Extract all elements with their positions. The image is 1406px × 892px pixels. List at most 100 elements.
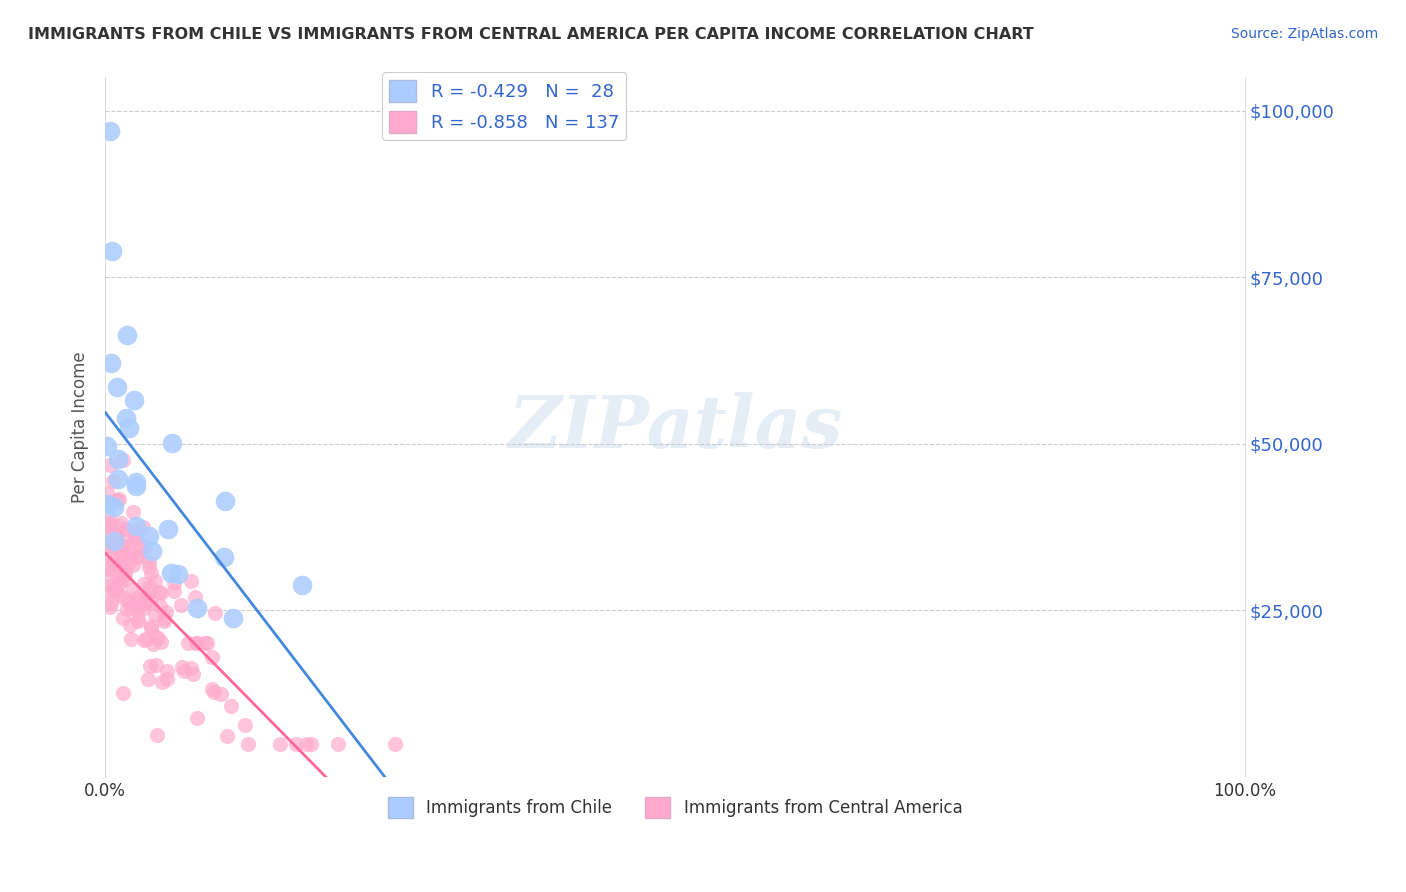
Point — [125, 603, 148, 617]
Point — [97, 516, 120, 531]
Point — [157, 522, 180, 536]
Text: Source: ZipAtlas.com: Source: ZipAtlas.com — [1230, 27, 1378, 41]
Point — [236, 737, 259, 751]
Point — [96, 526, 118, 541]
Point — [153, 611, 176, 625]
Point — [112, 591, 135, 606]
Point — [139, 566, 162, 581]
Point — [107, 472, 129, 486]
Point — [101, 578, 124, 592]
Point — [98, 124, 121, 138]
Point — [219, 699, 242, 714]
Point — [125, 532, 148, 546]
Point — [136, 587, 159, 601]
Point — [117, 539, 139, 553]
Point — [384, 737, 406, 751]
Point — [111, 567, 134, 582]
Point — [129, 541, 152, 556]
Point — [135, 632, 157, 647]
Point — [180, 574, 202, 588]
Point — [108, 576, 131, 591]
Point — [139, 658, 162, 673]
Point — [134, 593, 156, 607]
Legend: Immigrants from Chile, Immigrants from Central America: Immigrants from Chile, Immigrants from C… — [381, 791, 969, 824]
Point — [105, 492, 128, 507]
Point — [117, 602, 139, 616]
Point — [180, 661, 202, 675]
Point — [96, 497, 118, 511]
Point — [326, 737, 349, 751]
Point — [111, 539, 134, 553]
Point — [110, 516, 132, 530]
Point — [195, 636, 218, 650]
Point — [148, 585, 170, 599]
Point — [107, 518, 129, 533]
Point — [125, 596, 148, 610]
Point — [132, 520, 155, 534]
Point — [98, 516, 121, 531]
Point — [120, 632, 142, 646]
Point — [104, 582, 127, 597]
Point — [170, 660, 193, 674]
Point — [186, 600, 208, 615]
Point — [118, 544, 141, 558]
Point — [162, 435, 184, 450]
Point — [134, 539, 156, 553]
Point — [145, 630, 167, 644]
Point — [146, 728, 169, 742]
Point — [122, 558, 145, 572]
Point — [114, 563, 136, 577]
Point — [96, 439, 118, 453]
Point — [150, 675, 173, 690]
Point — [100, 356, 122, 370]
Point — [141, 543, 163, 558]
Point — [138, 529, 160, 543]
Point — [110, 549, 132, 564]
Point — [149, 599, 172, 614]
Point — [139, 594, 162, 608]
Point — [186, 636, 208, 650]
Point — [131, 598, 153, 612]
Point — [107, 451, 129, 466]
Point — [96, 586, 118, 600]
Point — [143, 574, 166, 589]
Point — [124, 530, 146, 544]
Point — [152, 614, 174, 628]
Point — [115, 327, 138, 342]
Point — [125, 523, 148, 537]
Point — [127, 549, 149, 564]
Point — [118, 420, 141, 434]
Point — [149, 586, 172, 600]
Point — [295, 737, 318, 751]
Point — [107, 571, 129, 585]
Point — [299, 737, 322, 751]
Point — [105, 531, 128, 545]
Point — [127, 549, 149, 563]
Point — [132, 633, 155, 648]
Point — [125, 478, 148, 492]
Point — [105, 379, 128, 393]
Point — [103, 500, 125, 515]
Point — [104, 529, 127, 543]
Point — [96, 559, 118, 574]
Point — [112, 686, 135, 700]
Point — [134, 594, 156, 608]
Point — [204, 606, 226, 620]
Point — [104, 556, 127, 570]
Point — [155, 605, 177, 619]
Point — [105, 535, 128, 549]
Point — [233, 718, 256, 732]
Point — [122, 582, 145, 597]
Point — [114, 572, 136, 586]
Point — [156, 664, 179, 678]
Point — [125, 519, 148, 533]
Point — [101, 524, 124, 539]
Point — [132, 577, 155, 591]
Point — [138, 555, 160, 569]
Point — [143, 607, 166, 621]
Point — [173, 664, 195, 678]
Point — [127, 612, 149, 626]
Point — [209, 687, 232, 701]
Point — [125, 591, 148, 606]
Point — [114, 522, 136, 536]
